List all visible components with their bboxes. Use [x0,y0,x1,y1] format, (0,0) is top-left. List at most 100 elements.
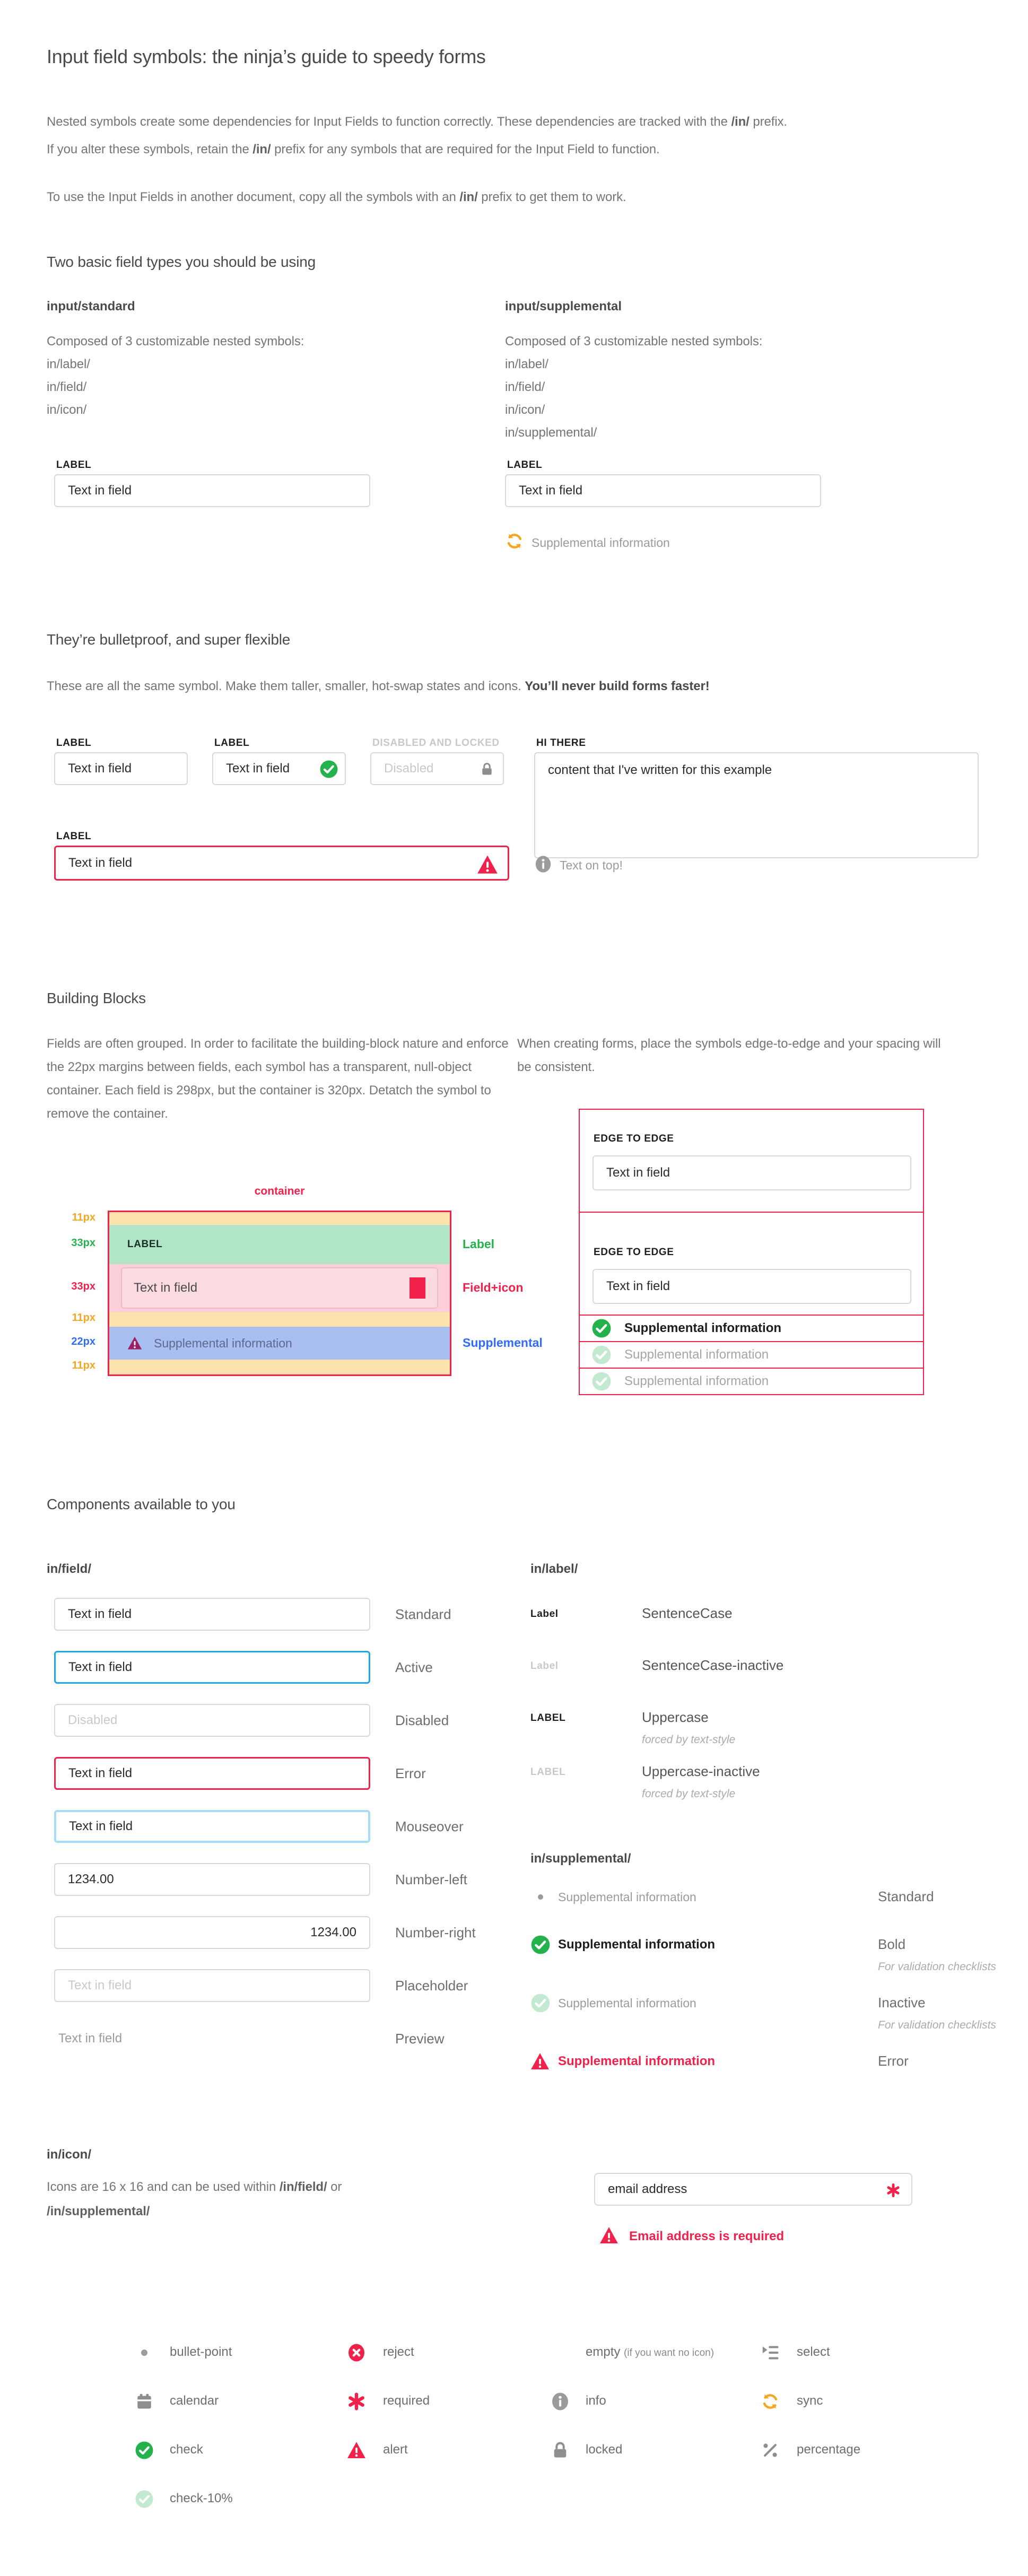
edge-box-3: Supplemental information [579,1315,924,1342]
infield-placeholder[interactable]: Text in field [54,1969,370,2002]
bullet-icon [538,1894,543,1900]
icon-label: select [797,2345,830,2359]
building-paragraph-left: Fields are often grouped. In order to fa… [47,1037,509,1121]
field-label: LABEL [56,737,92,749]
standard-input-field[interactable]: Text in field [54,474,370,507]
margin-strip [109,1212,450,1225]
intro-text: prefix for any symbols that are required… [271,142,660,156]
field-text: 1234.00 [68,1872,114,1886]
field-text: Text in field [68,1660,133,1674]
in-prefix: /in/ [731,115,750,129]
supplemental-text-inactive: Supplemental information [624,1347,769,1362]
inicon-heading: in/icon/ [47,2147,91,2162]
plain-input-field[interactable]: Text in field [54,752,188,785]
input-supplemental-name: input/supplemental [505,299,622,314]
field-text: Text in field [68,1607,132,1621]
field-label: LABEL [56,831,92,842]
field-label: HI THERE [536,737,586,749]
edge-input-field[interactable]: Text in field [593,1155,911,1190]
check-10-icon [135,2490,154,2509]
symbol-name: in/icon/ [47,403,87,417]
required-asterisk-icon [886,2183,901,2198]
state-label: Number-left [395,1872,467,1887]
field-label: LABEL [214,737,250,749]
intro-text: prefix. [749,115,787,129]
edge-input-field[interactable]: Text in field [593,1269,911,1304]
margin-strip [109,1312,450,1327]
infield-error[interactable]: Text in field [54,1757,370,1790]
icon-label: calendar [170,2394,219,2408]
diagram-field-text: Text in field [134,1281,198,1295]
lock-icon [480,762,494,777]
supplemental-text-error: Supplemental information [558,2054,716,2068]
infield-number-right[interactable]: 1234.00 [54,1916,370,1949]
check-faded-icon [530,1993,551,2013]
container-diagram-title: container [254,1185,305,1197]
symbol-name: in/supplemental/ [505,425,597,440]
section-heading-two-basic: Two basic field types you should be usin… [47,254,316,270]
infield-ref: /in/field/ [279,2180,327,2194]
side-label-label: Label [463,1237,495,1251]
insupp-row-error: Supplemental information [530,2051,715,2072]
measurement-22px: 22px [71,1336,95,1347]
icon-label: reject [383,2345,414,2359]
state-label: Error [395,1765,426,1781]
supplemental-input-field[interactable]: Text in field [505,474,821,507]
field-text: Text in field [68,1978,132,1992]
field-label: LABEL [56,459,92,471]
bullet-point-icon [141,2349,147,2356]
insupplemental-ref: /in/supplemental/ [47,2204,150,2218]
measurement-11px: 11px [72,1212,95,1223]
infield-preview: Text in field [54,2022,370,2055]
state-label: Error [878,2053,909,2069]
email-error-text: Email address is required [629,2229,785,2243]
sync-icon [761,2392,780,2411]
infield-mouseover[interactable]: Text in field [54,1810,370,1843]
label-style-name: SentenceCase [642,1605,733,1621]
section-heading-building-blocks: Building Blocks [47,990,146,1006]
intro-paragraph-line1: Nested symbols create some dependencies … [47,110,948,134]
infield-number-left[interactable]: 1234.00 [54,1863,370,1896]
insupplemental-heading: in/supplemental/ [530,1851,631,1866]
field-text: 1234.00 [310,1925,356,1939]
building-paragraph-right: When creating forms, place the symbols e… [517,1037,941,1074]
percentage-icon [761,2441,780,2460]
margin-strip [109,1360,450,1374]
infield-active[interactable]: Text in field [54,1651,370,1684]
field-text: Text in field [606,1165,670,1180]
field-text: Text in field [519,483,583,498]
label-style-note: forced by text-style [642,1788,736,1800]
insupp-row-standard: Supplemental information [530,1886,696,1908]
field-text: Text in field [58,2031,123,2046]
state-label: Preview [395,2031,445,2047]
calendar-icon [135,2392,154,2411]
validated-input-field[interactable]: Text in field [212,752,346,785]
infield-standard[interactable]: Text in field [54,1598,370,1631]
icon-label: info [586,2394,606,2408]
supplemental-text: Supplemental information [532,536,670,550]
email-input-field[interactable]: email address [594,2173,912,2206]
edge-box-1: EDGE TO EDGE Text in field [579,1109,924,1213]
label-sample-uppercase: LABEL [530,1712,566,1724]
para-text: Icons are 16 x 16 and can be used within [47,2180,280,2194]
icon-label-suffix: (if you want no icon) [624,2347,715,2359]
edge-box-5: Supplemental information [579,1368,924,1395]
state-label: Inactive [878,1995,926,2011]
sync-icon [505,532,524,551]
input-supplemental-desc: Composed of 3 customizable nested symbol… [505,330,762,444]
check-faded-icon [591,1345,612,1365]
side-label-supplemental: Supplemental [463,1336,543,1350]
field-text: email address [608,2182,687,2196]
reject-icon [347,2343,366,2362]
container-diagram: LABEL Text in field Supplemental informa… [108,1211,451,1376]
textarea-field[interactable]: content that I've written for this examp… [534,752,979,858]
field-label-disabled: DISABLED AND LOCKED [372,737,500,749]
icon-label-text: empty [586,2345,621,2359]
text-on-top-label: Text on top! [560,858,623,872]
error-input-field[interactable]: Text in field [54,846,509,881]
field-text: Text in field [68,1766,133,1780]
alert-icon [599,2226,618,2245]
field-text: Text in field [69,1819,133,1833]
icon-label: sync [797,2394,823,2408]
supplemental-text: Supplemental information [558,1890,696,1904]
